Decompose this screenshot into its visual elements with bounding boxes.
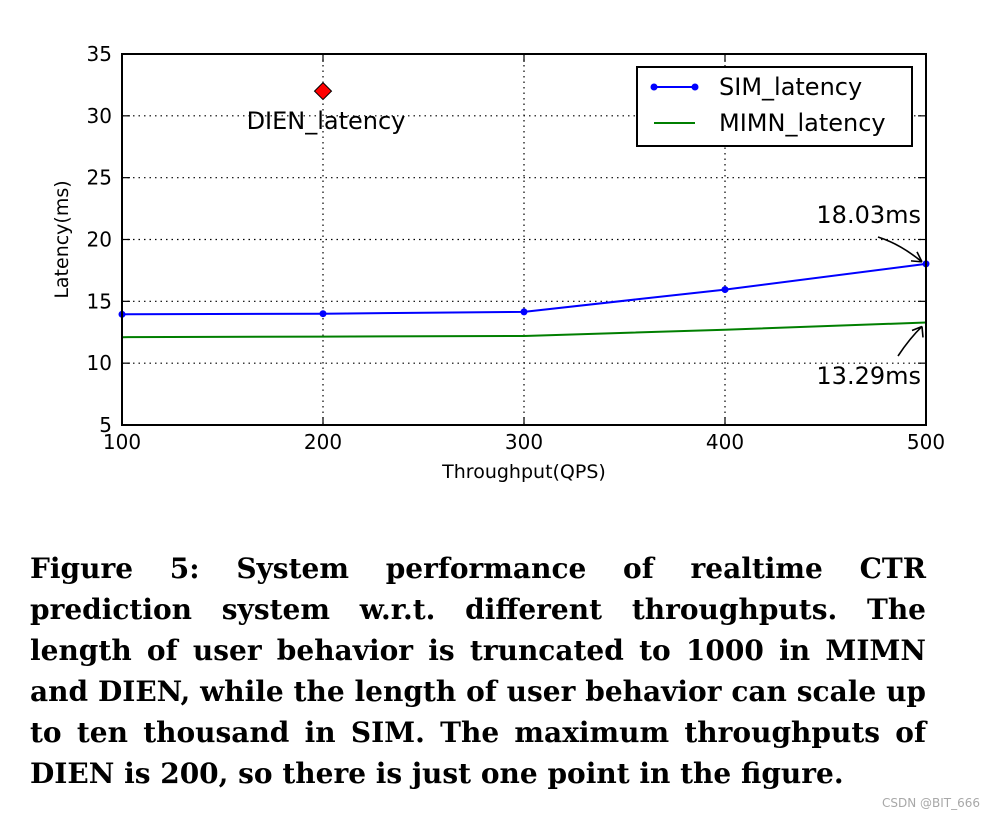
mimn-endpoint-arrow — [897, 325, 924, 357]
sim-latency-point — [520, 308, 528, 316]
legend-sim-marker — [650, 83, 658, 91]
latency-chart: 100 200 300 400 500 5 10 15 20 25 30 35 Throughput(… — [51, 42, 946, 483]
figure-caption: Figure 5: System performance of realtime… — [30, 552, 926, 790]
x-tick-label: 200 — [304, 430, 342, 454]
y-tick-label: 10 — [87, 351, 112, 375]
sim-latency-line — [121, 262, 927, 316]
series-layer — [118, 260, 930, 339]
sim-latency-point — [319, 310, 327, 318]
y-tick-label: 20 — [87, 228, 112, 252]
sim-endpoint-annotation: 18.03ms — [816, 201, 923, 263]
x-tick-label: 300 — [505, 430, 543, 454]
mimn-endpoint-annotation: 13.29ms — [816, 325, 924, 390]
mimn-endpoint-value: 13.29ms — [816, 362, 921, 390]
y-tick-label: 5 — [99, 413, 112, 437]
sim-latency-point — [721, 286, 729, 294]
x-tick-label: 500 — [907, 430, 945, 454]
grid — [122, 54, 926, 425]
legend-sim-label: SIM_latency — [719, 73, 862, 101]
mimn-latency-line — [121, 321, 927, 339]
tick-layer: 100 200 300 400 500 5 10 15 20 25 30 35 — [87, 42, 946, 454]
x-tick-label: 100 — [103, 430, 141, 454]
sim-endpoint-arrow — [877, 236, 923, 263]
legend-sim-marker — [691, 83, 699, 91]
x-tick-label: 400 — [706, 430, 744, 454]
dien-latency-label: DIEN_latency — [247, 107, 406, 135]
legend-box — [636, 66, 913, 147]
y-tick-label: 15 — [87, 289, 112, 313]
y-tick-label: 35 — [87, 42, 112, 66]
sim-endpoint-value: 18.03ms — [816, 201, 921, 229]
x-axis-label: Throughput(QPS) — [441, 461, 606, 483]
legend-mimn-label: MIMN_latency — [719, 109, 886, 137]
y-tick-label: 25 — [87, 166, 112, 190]
y-axis-label: Latency(ms) — [51, 180, 73, 298]
watermark: CSDN @BIT_666 — [881, 796, 980, 810]
legend: SIM_latency MIMN_latency — [636, 66, 913, 147]
point-layer — [313, 81, 333, 101]
y-tick-label: 30 — [87, 104, 112, 128]
dien-latency-point — [313, 81, 333, 101]
